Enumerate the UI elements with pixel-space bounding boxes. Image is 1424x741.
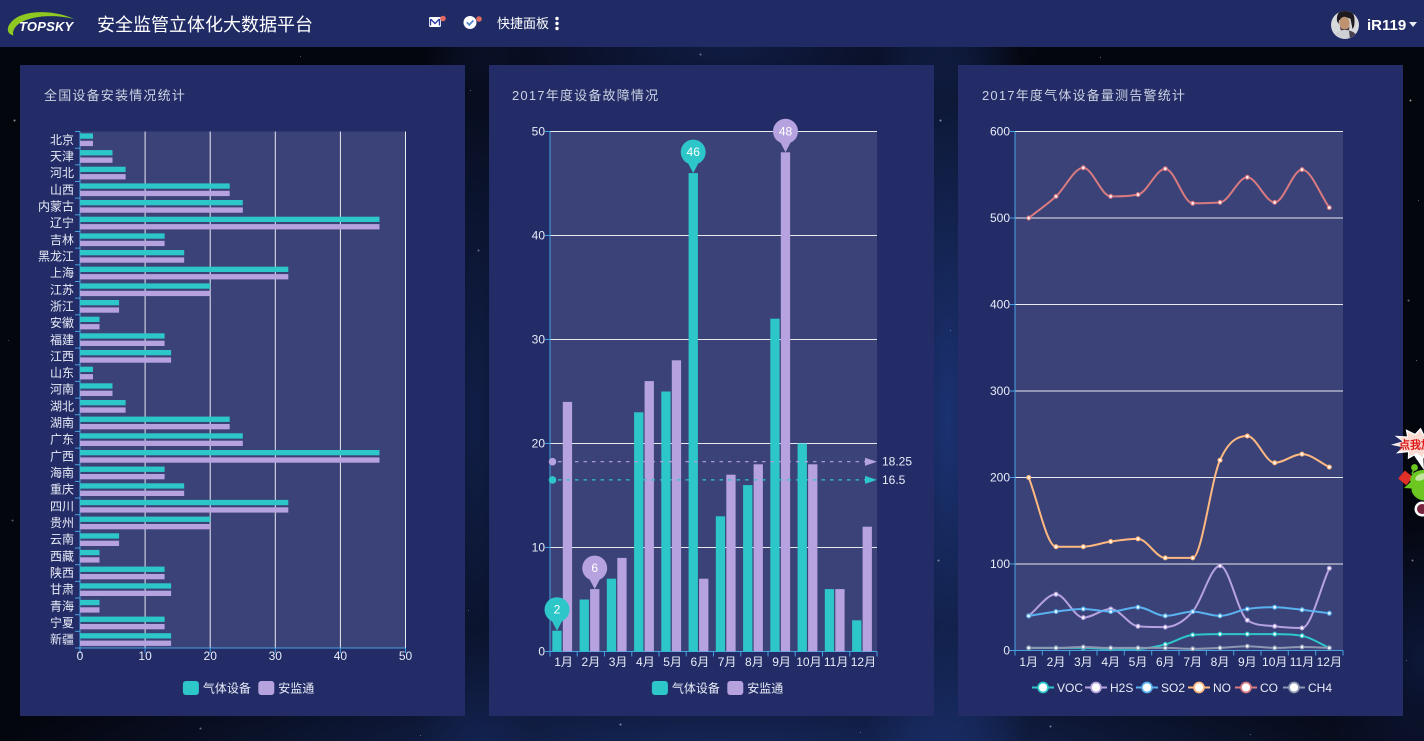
svg-text:16.5: 16.5 <box>882 473 906 487</box>
svg-text:黑龙江: 黑龙江 <box>38 250 74 264</box>
svg-text:陕西: 陕西 <box>50 565 74 580</box>
svg-text:河南: 河南 <box>50 382 74 397</box>
svg-text:TOPSKY: TOPSKY <box>19 19 75 34</box>
svg-text:20: 20 <box>204 649 218 663</box>
svg-text:8月: 8月 <box>1211 655 1230 669</box>
svg-text:2月: 2月 <box>582 655 601 669</box>
svg-text:湖北: 湖北 <box>50 398 74 413</box>
svg-text:广西: 广西 <box>50 449 74 463</box>
svg-text:20: 20 <box>532 437 546 451</box>
svg-text:北京: 北京 <box>50 133 74 147</box>
svg-text:2017年度气体设备量测告警统计: 2017年度气体设备量测告警统计 <box>982 88 1186 103</box>
svg-text:100: 100 <box>990 557 1010 571</box>
svg-text:天津: 天津 <box>50 150 74 164</box>
svg-text:2: 2 <box>554 603 561 617</box>
svg-text:40: 40 <box>532 229 546 243</box>
svg-text:H2S: H2S <box>1110 681 1133 695</box>
svg-text:上海: 上海 <box>50 265 74 280</box>
svg-text:9月: 9月 <box>772 655 791 669</box>
svg-text:5月: 5月 <box>663 655 682 669</box>
svg-text:山西: 山西 <box>50 183 74 197</box>
svg-text:48: 48 <box>779 124 793 138</box>
svg-text:1月: 1月 <box>1019 655 1038 669</box>
svg-text:7月: 7月 <box>718 655 737 669</box>
svg-text:河北: 河北 <box>50 166 74 180</box>
svg-text:300: 300 <box>990 384 1010 398</box>
svg-text:内蒙古: 内蒙古 <box>38 199 74 214</box>
svg-text:湖南: 湖南 <box>50 415 74 430</box>
svg-text:50: 50 <box>399 649 413 663</box>
svg-text:甘肃: 甘肃 <box>50 583 74 597</box>
svg-text:快捷面板: 快捷面板 <box>497 16 549 31</box>
svg-text:400: 400 <box>990 298 1010 312</box>
svg-text:吉林: 吉林 <box>50 233 74 247</box>
svg-text:CO: CO <box>1260 681 1278 695</box>
svg-text:8月: 8月 <box>745 655 764 669</box>
svg-text:10月: 10月 <box>1262 655 1287 669</box>
svg-text:新疆: 新疆 <box>50 632 74 647</box>
svg-text:安徽: 安徽 <box>50 315 74 330</box>
svg-text:四川: 四川 <box>50 499 74 513</box>
svg-text:6月: 6月 <box>1156 655 1175 669</box>
svg-text:VOC: VOC <box>1057 681 1083 695</box>
svg-text:2017年度设备故障情况: 2017年度设备故障情况 <box>512 88 659 103</box>
svg-text:全国设备安装情况统计: 全国设备安装情况统计 <box>44 88 186 103</box>
svg-text:3月: 3月 <box>609 655 628 669</box>
svg-text:气体设备: 气体设备 <box>672 680 720 695</box>
svg-text:18.25: 18.25 <box>882 455 912 469</box>
svg-text:云南: 云南 <box>50 532 74 547</box>
svg-text:CH4: CH4 <box>1308 681 1332 695</box>
svg-text:NO: NO <box>1213 681 1231 695</box>
svg-text:西藏: 西藏 <box>50 549 74 563</box>
svg-text:5月: 5月 <box>1129 655 1148 669</box>
svg-text:安监通: 安监通 <box>747 680 783 695</box>
svg-text:山东: 山东 <box>50 366 74 380</box>
svg-text:4月: 4月 <box>1101 655 1120 669</box>
svg-text:600: 600 <box>990 125 1010 139</box>
svg-text:30: 30 <box>532 333 546 347</box>
svg-text:10月: 10月 <box>796 655 821 669</box>
svg-text:海南: 海南 <box>50 465 74 480</box>
svg-text:安监通: 安监通 <box>278 680 314 695</box>
svg-text:贵州: 贵州 <box>50 516 74 530</box>
svg-text:辽宁: 辽宁 <box>50 215 74 230</box>
svg-text:11月: 11月 <box>1290 655 1314 669</box>
svg-text:6月: 6月 <box>691 655 710 669</box>
svg-text:江西: 江西 <box>50 349 74 363</box>
svg-text:500: 500 <box>990 211 1010 225</box>
svg-text:3月: 3月 <box>1074 655 1093 669</box>
svg-text:10: 10 <box>532 541 546 555</box>
svg-text:12月: 12月 <box>1317 655 1342 669</box>
svg-text:重庆: 重庆 <box>50 483 74 497</box>
svg-text:福建: 福建 <box>50 332 74 347</box>
svg-text:0: 0 <box>538 645 545 659</box>
svg-text:江苏: 江苏 <box>50 283 74 297</box>
svg-text:SO2: SO2 <box>1161 681 1185 695</box>
svg-text:11月: 11月 <box>824 655 848 669</box>
svg-text:0: 0 <box>1003 644 1010 658</box>
svg-text:50: 50 <box>532 125 546 139</box>
svg-text:40: 40 <box>334 649 348 663</box>
svg-text:广东: 广东 <box>50 433 74 447</box>
svg-text:0: 0 <box>77 649 84 663</box>
svg-text:青海: 青海 <box>50 598 74 613</box>
svg-text:7月: 7月 <box>1183 655 1202 669</box>
svg-text:6: 6 <box>591 561 598 575</box>
svg-text:30: 30 <box>269 649 283 663</box>
svg-text:气体设备: 气体设备 <box>203 680 251 695</box>
svg-text:1月: 1月 <box>554 655 573 669</box>
svg-text:10: 10 <box>138 649 152 663</box>
svg-text:宁夏: 宁夏 <box>50 615 74 630</box>
svg-text:浙江: 浙江 <box>50 299 74 313</box>
svg-text:46: 46 <box>687 145 701 159</box>
svg-text:4月: 4月 <box>636 655 655 669</box>
svg-text:12月: 12月 <box>851 655 876 669</box>
svg-text:iR119: iR119 <box>1367 17 1406 34</box>
svg-text:点我加: 点我加 <box>1399 438 1424 452</box>
svg-text:9月: 9月 <box>1238 655 1257 669</box>
svg-text:200: 200 <box>990 471 1010 485</box>
svg-text:2月: 2月 <box>1047 655 1066 669</box>
